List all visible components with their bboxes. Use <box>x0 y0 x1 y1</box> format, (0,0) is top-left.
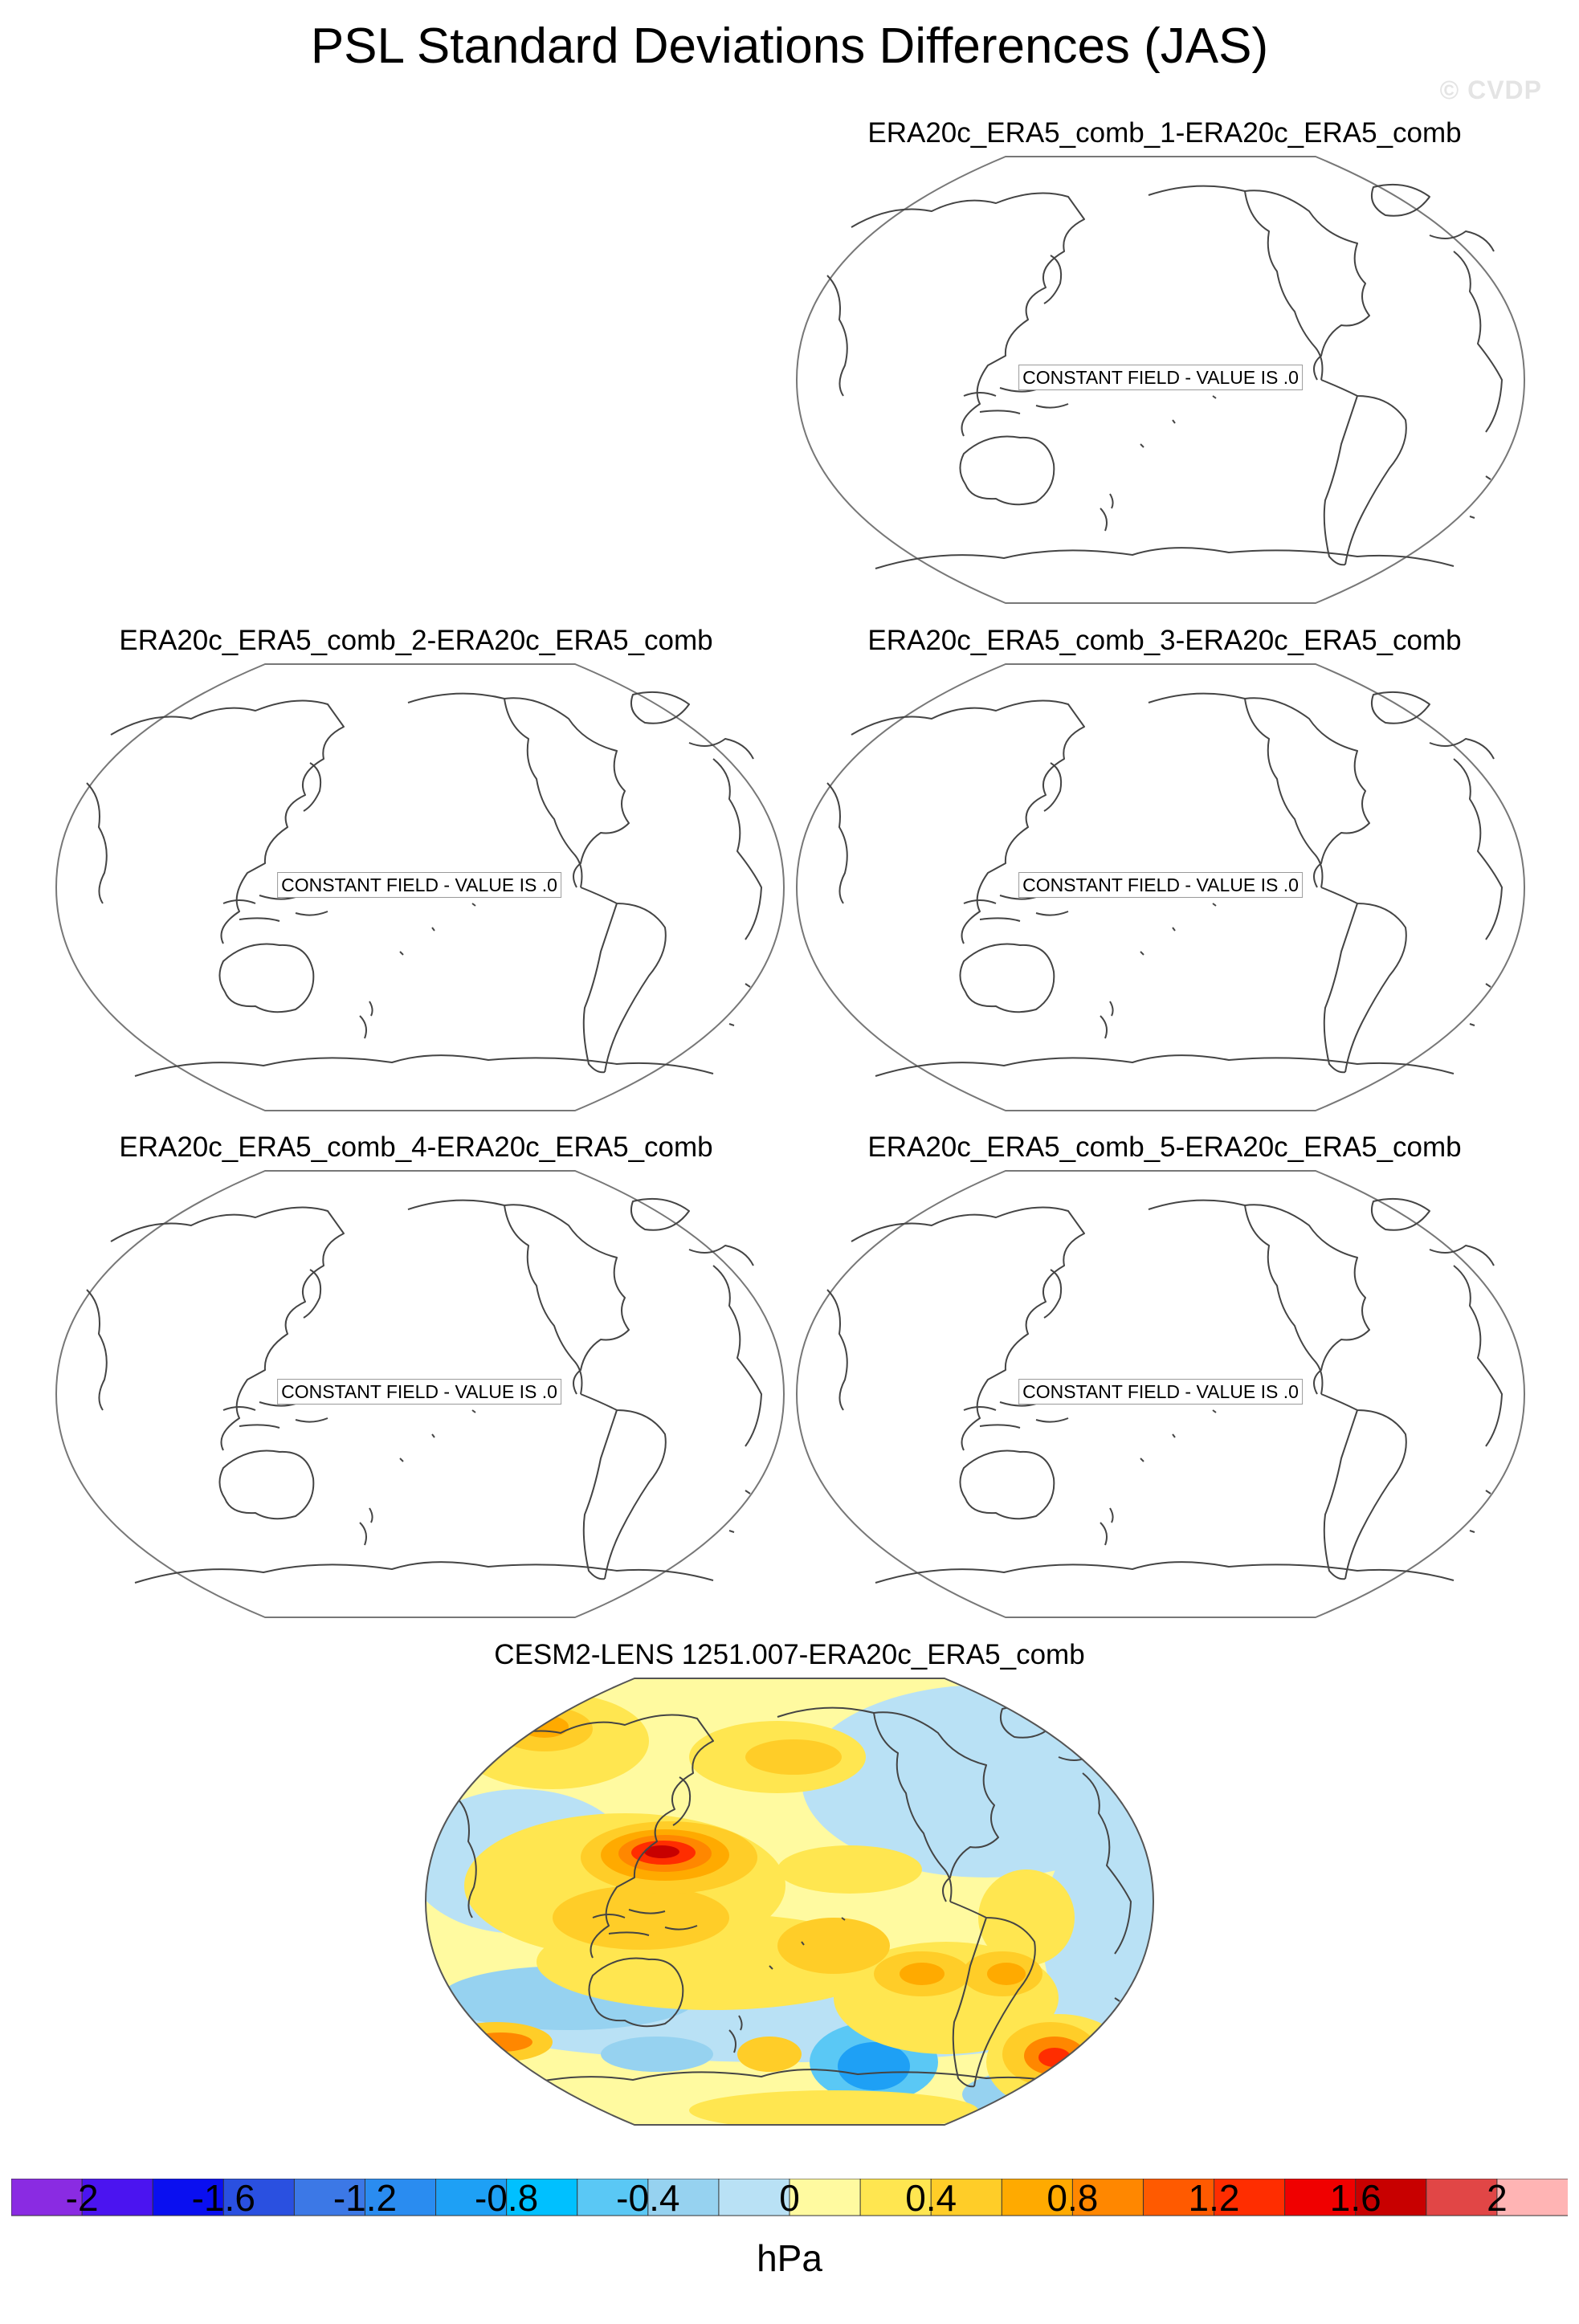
constant-field-label-4: CONSTANT FIELD - VALUE IS .0 <box>277 1379 561 1405</box>
field-region-38 <box>644 1845 679 1858</box>
panel-title-1: ERA20c_ERA5_comb_1-ERA20c_ERA5_comb <box>867 117 1462 149</box>
colorbar-box-2 <box>152 2179 225 2216</box>
colorbar-box-16 <box>1142 2179 1215 2216</box>
colorbar-unit-label: hPa <box>757 2237 822 2279</box>
map-border-6 <box>424 1678 1155 2126</box>
field-region-7 <box>838 2042 910 2090</box>
colorbar-box-17 <box>1214 2179 1286 2216</box>
colorbar-box-21 <box>1496 2179 1568 2216</box>
constant-field-label-2: CONSTANT FIELD - VALUE IS .0 <box>277 872 561 898</box>
constant-field-label-3: CONSTANT FIELD - VALUE IS .0 <box>1018 872 1303 898</box>
colorbar-box-6 <box>435 2179 508 2216</box>
panel-title-3: ERA20c_ERA5_comb_3-ERA20c_ERA5_comb <box>867 625 1462 656</box>
colorbar-box-19 <box>1355 2179 1427 2216</box>
colorbar-box-3 <box>222 2179 296 2216</box>
field-region-15 <box>745 1739 842 1775</box>
panel-title-4: ERA20c_ERA5_comb_4-ERA20c_ERA5_comb <box>119 1131 713 1163</box>
field-region-22 <box>553 1886 729 1950</box>
colorbar-tick-8: 1.2 <box>1188 2177 1240 2219</box>
field-region-21 <box>689 2090 978 2125</box>
map-panel-6-filled <box>424 1678 1155 2126</box>
colorbar-tick-2: -1.2 <box>333 2177 398 2219</box>
field-region-28 <box>737 2037 802 2072</box>
constant-field-label-5: CONSTANT FIELD - VALUE IS .0 <box>1018 1379 1303 1405</box>
field-region-25 <box>900 1963 945 1985</box>
panel-title-6: CESM2-LENS 1251.007-ERA20c_ERA5_comb <box>494 1639 1085 1670</box>
colorbar-box-13 <box>930 2179 1003 2216</box>
colorbar-tick-7: 0.8 <box>1047 2177 1099 2219</box>
constant-field-label-1: CONSTANT FIELD - VALUE IS .0 <box>1018 365 1303 390</box>
colorbar-tick-9: 1.6 <box>1329 2177 1381 2219</box>
panel-title-5: ERA20c_ERA5_comb_5-ERA20c_ERA5_comb <box>867 1131 1462 1163</box>
colorbar-tick-1: -1.6 <box>191 2177 255 2219</box>
colorbar-box-11 <box>789 2179 862 2216</box>
colorbar-box-9 <box>647 2179 720 2216</box>
field-region-23 <box>777 1918 890 1974</box>
panel-title-2: ERA20c_ERA5_comb_2-ERA20c_ERA5_comb <box>119 625 713 656</box>
colorbar-tick-4: -0.4 <box>616 2177 680 2219</box>
colorbar-box-15 <box>1071 2179 1144 2216</box>
colorbar-box-5 <box>364 2179 437 2216</box>
colorbar <box>11 2179 1568 2216</box>
colorbar-box-7 <box>506 2179 578 2216</box>
colorbar-box-10 <box>718 2179 791 2216</box>
colorbar-tick-10: 2 <box>1487 2177 1508 2219</box>
colorbar-tick-0: -2 <box>65 2177 99 2219</box>
field-region-8 <box>601 2037 713 2072</box>
colorbar-tick-6: 0.4 <box>905 2177 957 2219</box>
colorbar-tick-3: -0.8 <box>474 2177 539 2219</box>
field-region-27 <box>987 1963 1026 1985</box>
colorbar-box-1 <box>81 2179 154 2216</box>
field-region-33 <box>468 2032 532 2052</box>
field-region-20 <box>777 1845 922 1894</box>
colorbar-box-18 <box>1284 2179 1357 2216</box>
cvdp-watermark: © CVDP <box>1439 75 1542 104</box>
colorbar-tick-5: 0 <box>779 2177 800 2219</box>
figure-title: PSL Standard Deviations Differences (JAS… <box>310 18 1269 74</box>
colorbar-box-12 <box>859 2179 932 2216</box>
psl-difference-field <box>426 1678 1153 2125</box>
colorbar-box-8 <box>577 2179 649 2216</box>
colorbar-box-14 <box>1001 2179 1074 2216</box>
colorbar-box-4 <box>293 2179 366 2216</box>
field-region-19 <box>978 1869 1075 1966</box>
colorbar-box-0 <box>11 2179 84 2216</box>
